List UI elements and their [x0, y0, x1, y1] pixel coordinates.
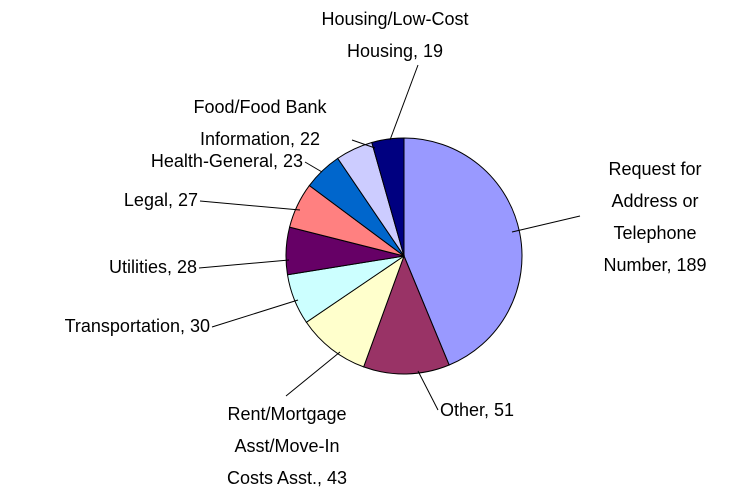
- leader-line: [285, 351, 341, 397]
- data-label: Asst/Move-In: [234, 436, 339, 456]
- data-label: Request for: [608, 159, 701, 179]
- data-label: Housing, 19: [347, 41, 443, 61]
- leader-line: [511, 215, 581, 233]
- leader-line: [211, 299, 299, 328]
- data-label: Telephone: [613, 223, 696, 243]
- pie-slice: [305, 254, 405, 368]
- data-label: Housing/Low-Cost: [321, 9, 468, 29]
- data-label: Number, 189: [603, 255, 706, 275]
- data-label: Address or: [611, 191, 698, 211]
- data-label: Information, 22: [200, 129, 320, 149]
- data-label: Costs Asst., 43: [227, 468, 347, 488]
- data-label: Transportation, 30: [65, 316, 210, 336]
- pie-slice: [371, 137, 405, 257]
- data-label: Other, 51: [440, 400, 514, 420]
- data-label: Legal, 27: [124, 190, 198, 210]
- data-label: Health-General, 23: [151, 151, 303, 171]
- data-label: Rent/Mortgage: [227, 404, 346, 424]
- leader-line: [389, 64, 419, 141]
- leader-line: [199, 200, 301, 211]
- pie-slice: [363, 254, 450, 375]
- leader-line: [417, 370, 439, 411]
- data-label: Utilities, 28: [109, 257, 197, 277]
- data-label: Food/Food Bank: [193, 97, 327, 117]
- pie-slice: [403, 137, 523, 366]
- leader-line: [198, 259, 290, 269]
- leader-line: [304, 161, 323, 173]
- leader-line: [351, 139, 376, 149]
